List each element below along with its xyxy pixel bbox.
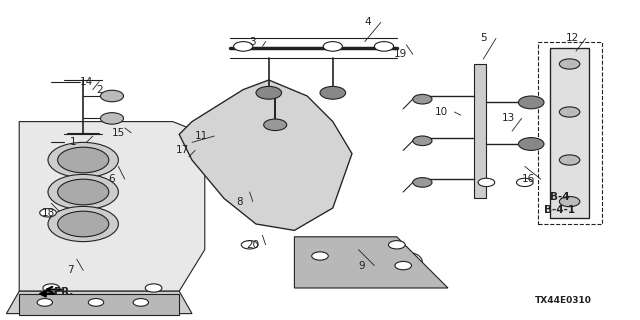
Polygon shape (19, 294, 179, 315)
Circle shape (37, 299, 52, 306)
Circle shape (100, 90, 124, 102)
Polygon shape (179, 80, 352, 230)
Circle shape (559, 155, 580, 165)
Circle shape (413, 136, 432, 146)
Text: 4: 4 (365, 17, 371, 28)
Circle shape (312, 252, 328, 260)
Text: 18: 18 (42, 208, 54, 218)
Polygon shape (19, 122, 205, 291)
Circle shape (413, 94, 432, 104)
Polygon shape (474, 64, 486, 198)
Text: 13: 13 (502, 113, 515, 124)
Text: FR.: FR. (54, 287, 74, 297)
Circle shape (559, 59, 580, 69)
Circle shape (48, 142, 118, 178)
Polygon shape (550, 48, 589, 218)
Circle shape (374, 42, 394, 51)
Circle shape (559, 107, 580, 117)
Circle shape (241, 241, 258, 249)
Circle shape (48, 206, 118, 242)
Text: 11: 11 (195, 131, 208, 141)
Text: 19: 19 (394, 49, 406, 60)
Circle shape (58, 147, 109, 173)
Circle shape (145, 284, 162, 292)
Circle shape (559, 196, 580, 207)
Text: 14: 14 (80, 76, 93, 87)
Text: 20: 20 (246, 240, 259, 250)
Text: 15: 15 (112, 128, 125, 138)
Circle shape (133, 299, 148, 306)
Text: 2: 2 (96, 84, 102, 95)
Text: B-4-1: B-4-1 (545, 204, 575, 215)
Text: 10: 10 (435, 107, 448, 117)
Text: 5: 5 (480, 33, 486, 44)
Circle shape (320, 86, 346, 99)
Polygon shape (6, 291, 192, 314)
Circle shape (256, 86, 282, 99)
Text: TX44E0310: TX44E0310 (535, 296, 591, 305)
Circle shape (388, 241, 405, 249)
Text: B-4: B-4 (550, 192, 570, 202)
Circle shape (516, 178, 533, 187)
Circle shape (518, 96, 544, 109)
Text: 16: 16 (522, 174, 534, 184)
Circle shape (43, 284, 60, 292)
Text: 7: 7 (67, 265, 74, 276)
Circle shape (234, 42, 253, 51)
Text: 9: 9 (358, 260, 365, 271)
Circle shape (395, 261, 412, 270)
Circle shape (40, 209, 56, 217)
Text: 8: 8 (237, 196, 243, 207)
Circle shape (100, 113, 124, 124)
Circle shape (518, 138, 544, 150)
Circle shape (323, 42, 342, 51)
Text: 17: 17 (176, 145, 189, 156)
Text: 12: 12 (566, 33, 579, 44)
Circle shape (48, 174, 118, 210)
Circle shape (264, 119, 287, 131)
Text: 1: 1 (70, 137, 77, 148)
Text: 6: 6 (109, 174, 115, 184)
Circle shape (88, 299, 104, 306)
Polygon shape (294, 237, 448, 288)
Circle shape (58, 211, 109, 237)
Circle shape (478, 178, 495, 187)
Text: 3: 3 (250, 36, 256, 47)
Circle shape (58, 179, 109, 205)
Circle shape (413, 178, 432, 187)
